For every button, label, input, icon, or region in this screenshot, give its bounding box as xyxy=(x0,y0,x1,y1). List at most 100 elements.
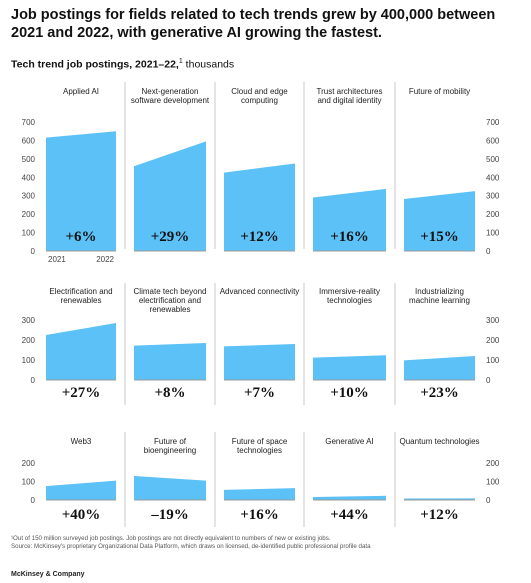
panel-label-line: machine learning xyxy=(409,296,470,305)
panel-label: Immersive-reality technologies xyxy=(319,287,380,305)
change-label: –19% xyxy=(150,507,189,523)
change-label: +6% xyxy=(65,229,96,245)
y-tick-label-left: 100 xyxy=(22,478,36,487)
area-next-generation-software-development xyxy=(134,141,206,251)
subtitle-label: Tech trend job postings, 2021–22, xyxy=(11,58,179,71)
y-tick-label-right: 600 xyxy=(486,136,500,145)
panel-label-line: Immersive-reality xyxy=(319,287,380,296)
area-electrification-and-renewables xyxy=(46,323,116,380)
y-tick-label-right: 100 xyxy=(486,356,500,365)
panel-label-line: renewables xyxy=(61,296,102,305)
panel-label-line: Generative AI xyxy=(325,437,373,446)
y-tick-label-right: 0 xyxy=(486,496,491,505)
x-tick-label: 2022 xyxy=(96,255,114,264)
change-label: +27% xyxy=(62,385,101,401)
y-tick-label-left: 600 xyxy=(22,136,36,145)
y-tick-label-right: 100 xyxy=(486,229,500,238)
panel-label-line: Climate tech beyond xyxy=(134,287,207,296)
y-tick-label-left: 200 xyxy=(22,210,36,219)
panel-label-line: Cloud and edge xyxy=(231,87,288,96)
panel-label: Trust architectures and digital identity xyxy=(317,87,383,105)
y-tick-label-right: 700 xyxy=(486,118,500,127)
y-tick-label-left: 500 xyxy=(22,155,36,164)
area-trust-architectures-and-digital-identity xyxy=(313,188,386,251)
panel-label-line: Web3 xyxy=(71,437,92,446)
panel-label: Future of mobility xyxy=(409,87,470,96)
area-industrializing-machine-learning xyxy=(404,356,475,380)
panel-label-line: software development xyxy=(131,96,210,105)
y-tick-label-left: 0 xyxy=(31,247,36,256)
area-future-of-mobility xyxy=(404,191,475,251)
y-tick-label-left: 0 xyxy=(31,376,36,385)
y-tick-label-left: 700 xyxy=(22,118,36,127)
panel-label-line: Quantum technologies xyxy=(399,437,479,446)
chart-title: Job postings for fields related to tech … xyxy=(11,7,496,41)
y-tick-label-left: 0 xyxy=(31,496,36,505)
x-tick-label: 2021 xyxy=(48,255,66,264)
panel-label: Climate tech beyond electrification and re… xyxy=(134,287,207,314)
panel-label: Electrification and renewables xyxy=(49,287,112,305)
change-label: +15% xyxy=(420,229,459,245)
panel-label-line: Industrializing xyxy=(415,287,464,296)
footnote-text: ¹Out of 150 million surveyed job posting… xyxy=(11,535,331,542)
change-label: +16% xyxy=(330,229,369,245)
panel-label-line: electrification and xyxy=(139,296,201,305)
change-label: +29% xyxy=(151,229,190,245)
area-generative-ai xyxy=(313,495,386,500)
chart-subtitle: Tech trend job postings, 2021–22,1 thous… xyxy=(11,58,234,71)
y-tick-label-right: 200 xyxy=(486,336,500,345)
panel-label: Quantum technologies xyxy=(399,437,479,446)
y-tick-label-left: 300 xyxy=(22,316,36,325)
panel-label-line: Applied AI xyxy=(63,87,99,96)
y-tick-label-left: 200 xyxy=(22,459,36,468)
panel-label: Next-generation software development xyxy=(131,87,210,105)
y-tick-label-right: 100 xyxy=(486,478,500,487)
panel-label-line: Future of xyxy=(154,437,187,446)
y-tick-label-right: 0 xyxy=(486,376,491,385)
panel-label-line: Next-generation xyxy=(142,87,199,96)
change-label: +40% xyxy=(62,507,101,523)
panel-label: Web3 xyxy=(71,437,92,446)
area-immersive-reality-technologies xyxy=(313,355,386,380)
panel-label: Applied AI xyxy=(63,87,99,96)
panel-label-line: computing xyxy=(241,96,278,105)
panel-label-line: technologies xyxy=(237,446,282,455)
change-label: +12% xyxy=(420,507,459,523)
area-climate-tech-beyond-electrification-and-renewables xyxy=(134,343,206,380)
y-tick-label-right: 300 xyxy=(486,316,500,325)
area-applied-ai xyxy=(46,131,116,251)
change-label: +16% xyxy=(240,507,279,523)
panel-label: Generative AI xyxy=(325,437,373,446)
panel-label: Future of bioengineering xyxy=(144,437,197,455)
change-label: +8% xyxy=(154,385,185,401)
change-label: +12% xyxy=(240,229,279,245)
area-future-of-bioengineering xyxy=(134,475,206,500)
panel-label: Industrializing machine learning xyxy=(409,287,470,305)
area-cloud-and-edge-computing xyxy=(224,163,295,251)
y-tick-label-right: 0 xyxy=(486,247,491,256)
panel-label-line: Advanced connectivity xyxy=(220,287,300,296)
area-advanced-connectivity xyxy=(224,344,295,380)
change-label: +23% xyxy=(420,385,459,401)
panel-label-line: technologies xyxy=(327,296,372,305)
y-tick-label-right: 200 xyxy=(486,459,500,468)
source-note: Source: McKinsey's proprietary Organizat… xyxy=(11,543,371,550)
brand-logo: McKinsey & Company xyxy=(11,571,85,578)
y-tick-label-left: 100 xyxy=(22,229,36,238)
panel-label: Future of space technologies xyxy=(232,437,288,455)
area-web3 xyxy=(46,480,116,500)
change-label: +44% xyxy=(330,507,369,523)
area-future-of-space-technologies xyxy=(224,488,295,500)
panel-label-line: and digital identity xyxy=(317,96,381,105)
panel-label: Cloud and edge computing xyxy=(231,87,288,105)
y-tick-label-left: 100 xyxy=(22,356,36,365)
y-tick-label-right: 500 xyxy=(486,155,500,164)
panel-label: Advanced connectivity xyxy=(220,287,300,296)
panel-label-line: Future of mobility xyxy=(409,87,470,96)
subtitle-unit: thousands xyxy=(182,58,235,71)
y-tick-label-right: 300 xyxy=(486,192,500,201)
change-label: +7% xyxy=(244,385,275,401)
y-tick-label-right: 400 xyxy=(486,173,500,182)
small-multiples-chart: 0 0 100 100 200 200 300 300 400 400 500 500 600 600 70… xyxy=(22,82,500,527)
y-tick-label-left: 400 xyxy=(22,173,36,182)
